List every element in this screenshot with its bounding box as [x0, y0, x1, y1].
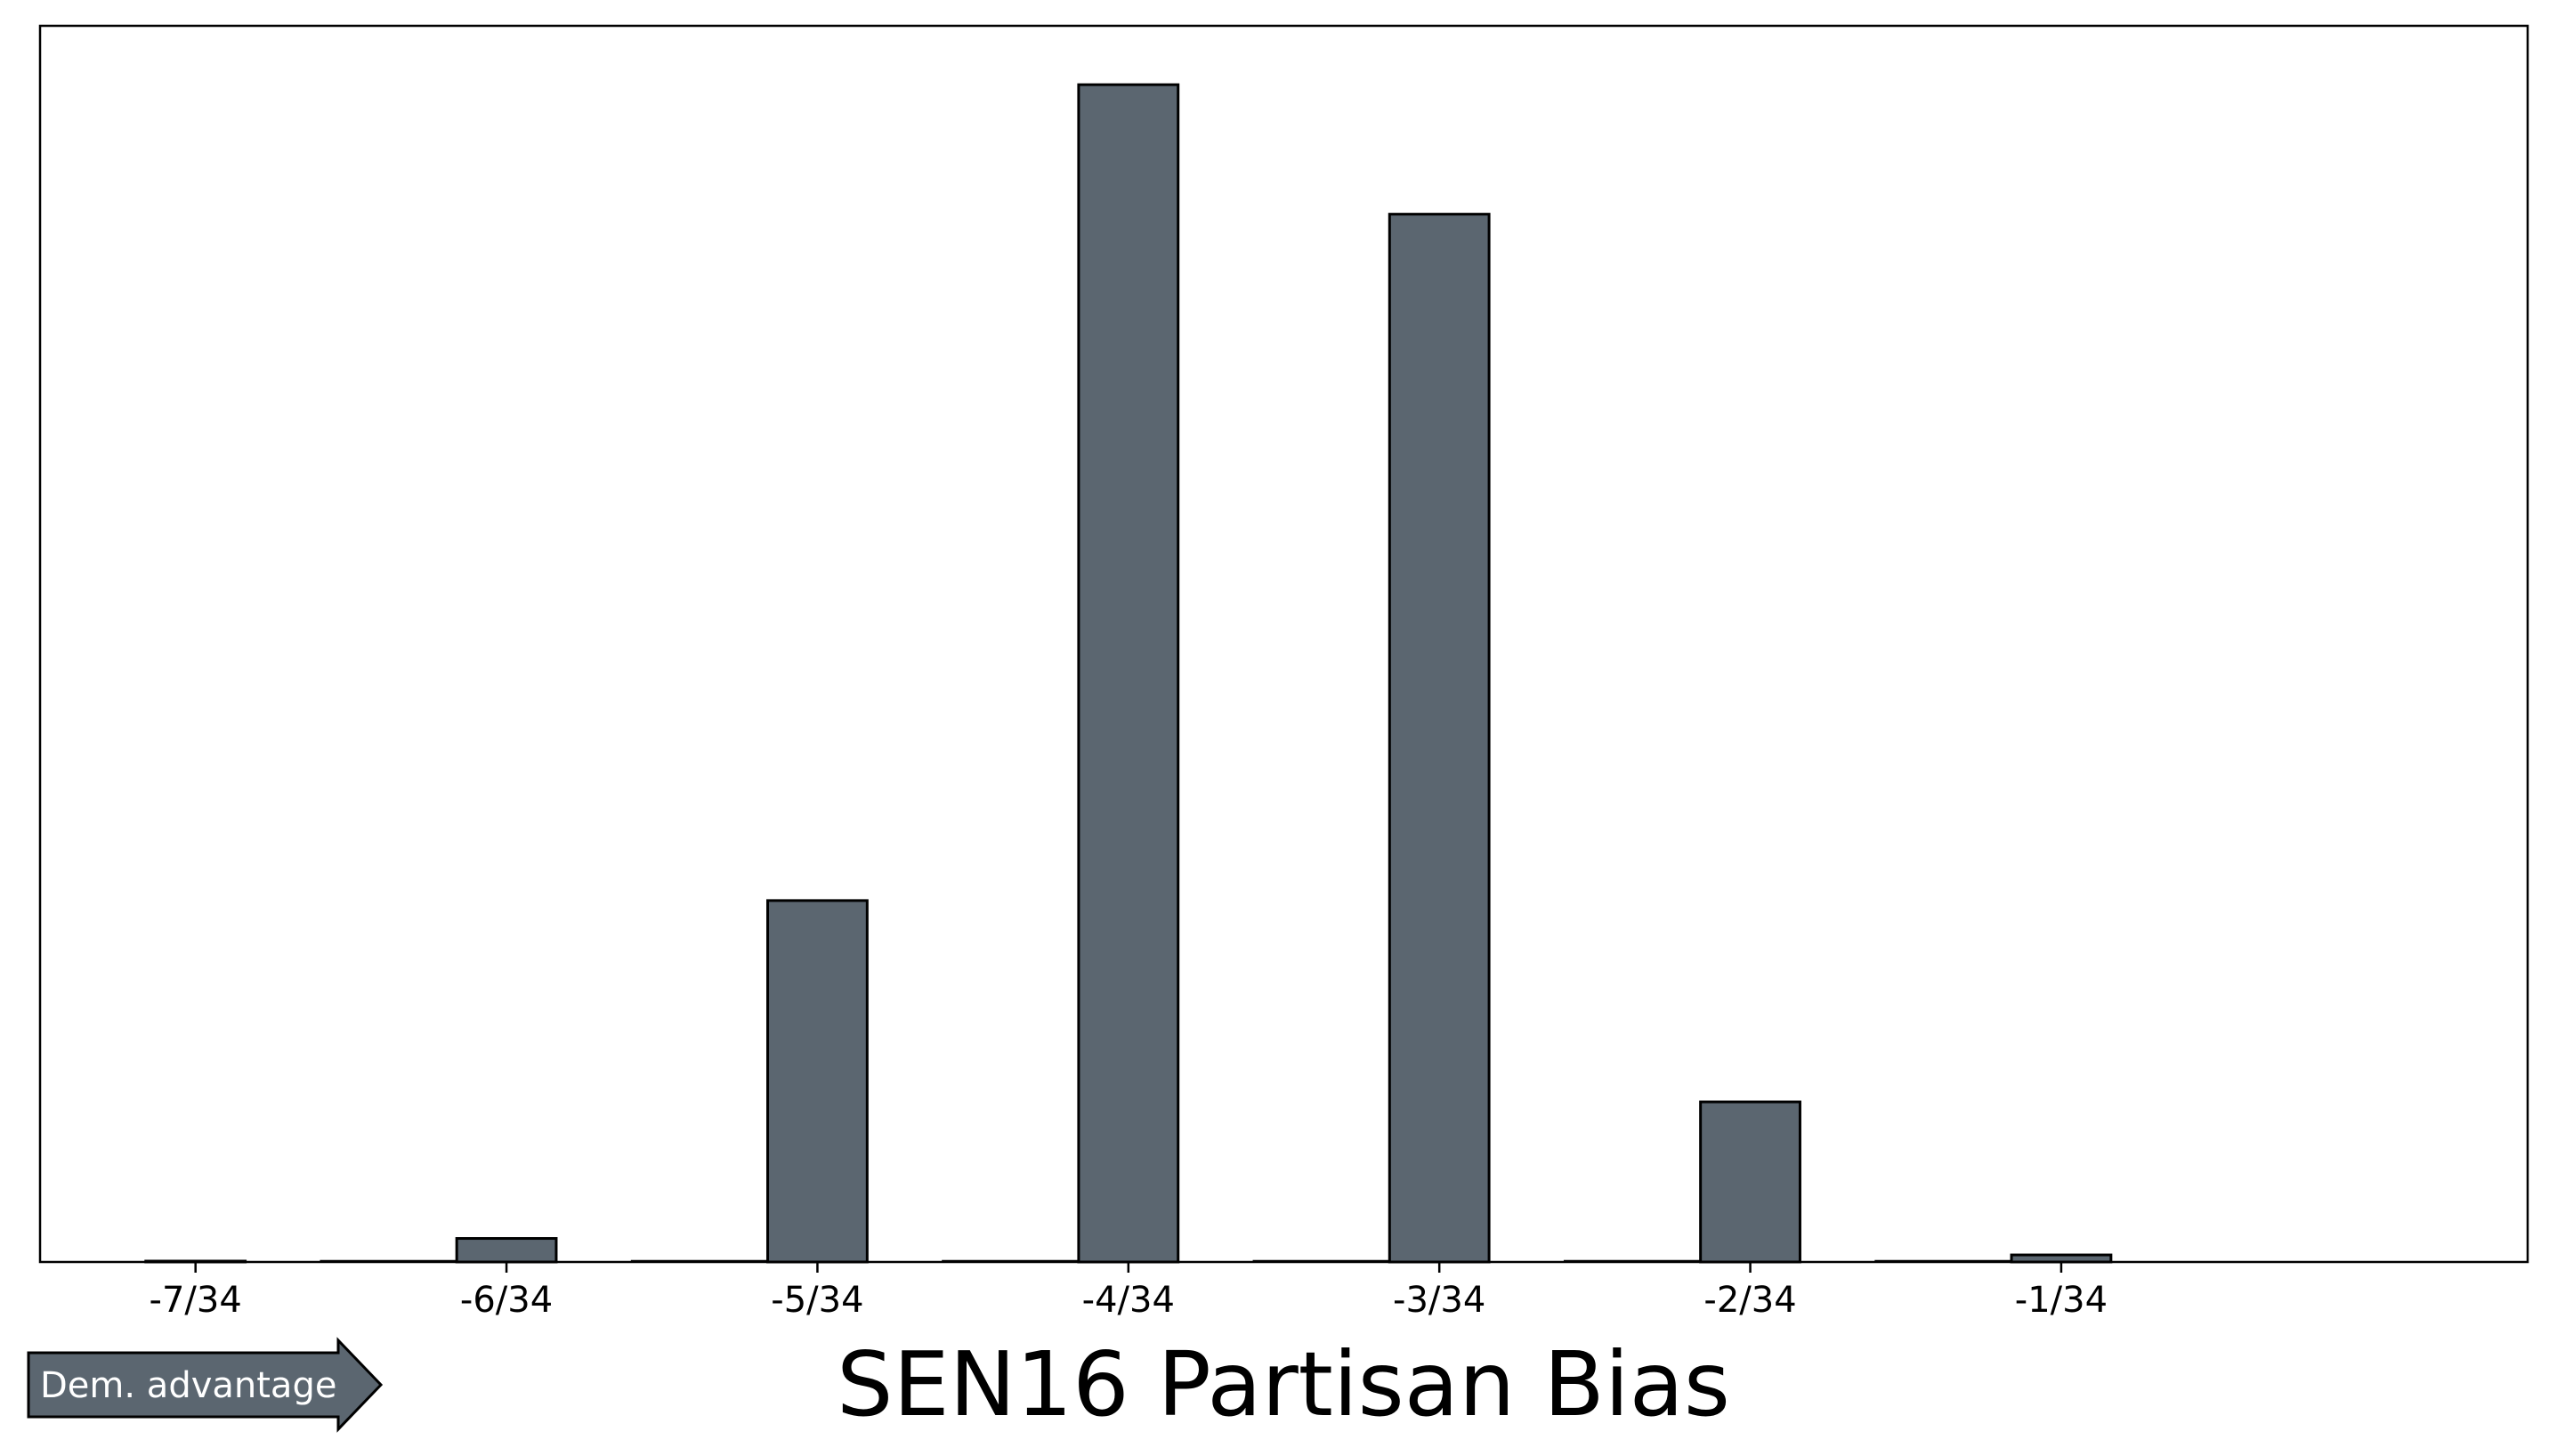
x-tick-label: -6/34 [460, 1280, 553, 1321]
x-tick-label: -1/34 [2015, 1280, 2108, 1321]
bar [144, 1259, 247, 1264]
x-tick-label: -7/34 [150, 1280, 242, 1321]
x-tick-label: -3/34 [1393, 1280, 1485, 1321]
bar [766, 899, 869, 1264]
dem-advantage-arrow: Dem. advantage [27, 1337, 384, 1433]
arrow-label: Dem. advantage [40, 1365, 336, 1406]
bars [144, 83, 2113, 1264]
x-tick-label: -2/34 [1703, 1280, 1796, 1321]
arrow-icon [27, 1337, 384, 1433]
plot-frame [38, 24, 2529, 1264]
chart-title: SEN16 Partisan Bias [837, 1332, 1730, 1436]
x-tick-label: -5/34 [771, 1280, 863, 1321]
bar [1699, 1100, 1801, 1264]
x-axis: -7/34 -6/34 -5/34 -4/34 -3/34 -2/34 -1/34 [150, 1262, 2108, 1321]
bar [1388, 213, 1491, 1264]
bar [1077, 83, 1180, 1264]
bar [2010, 1253, 2113, 1264]
x-tick-label: -4/34 [1082, 1280, 1175, 1321]
bar [455, 1237, 558, 1264]
